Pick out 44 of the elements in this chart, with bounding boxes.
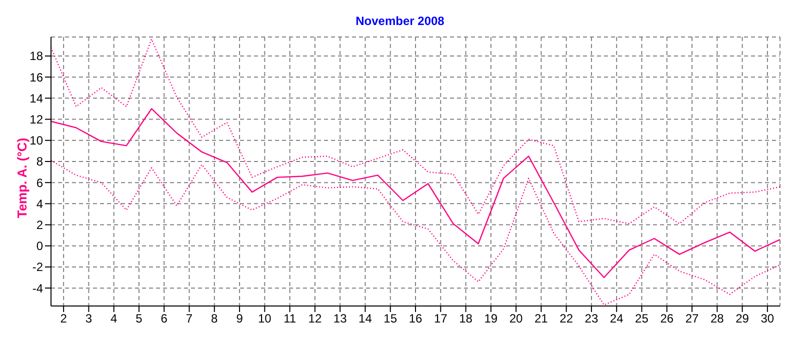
x-tick-label: 25 bbox=[635, 312, 649, 326]
y-tick-label: 8 bbox=[36, 154, 44, 169]
y-tick-label: 14 bbox=[30, 91, 44, 106]
x-tick-label: 20 bbox=[509, 312, 524, 326]
x-tick-label: 17 bbox=[434, 312, 448, 326]
x-tick-label: 6 bbox=[160, 312, 168, 326]
y-tick-label: 18 bbox=[30, 49, 44, 64]
line-series bbox=[51, 108, 780, 278]
y-tick-label: 12 bbox=[30, 112, 44, 127]
x-tick-label: 21 bbox=[534, 312, 548, 326]
x-tick-label: 19 bbox=[484, 312, 498, 326]
x-tick-label: 16 bbox=[408, 312, 422, 326]
y-tick-label: 4 bbox=[36, 196, 44, 211]
x-tick-label: 28 bbox=[710, 312, 724, 326]
y-tick-label: 2 bbox=[36, 218, 44, 232]
x-tick-label: 27 bbox=[685, 312, 700, 326]
x-tick-label: 15 bbox=[384, 312, 398, 326]
y-tick-label: 0 bbox=[36, 239, 44, 254]
x-tick-label: 23 bbox=[584, 312, 598, 326]
x-tick-label: 18 bbox=[459, 312, 473, 326]
chart-title: November 2008 bbox=[354, 14, 446, 28]
y-tick-label: 10 bbox=[30, 134, 44, 148]
x-tick-label: 7 bbox=[186, 312, 193, 326]
x-tick-label: 3 bbox=[85, 312, 92, 326]
x-tick-label: 5 bbox=[136, 312, 143, 326]
x-tick-label: 29 bbox=[736, 312, 750, 326]
x-tick-label: 13 bbox=[333, 312, 348, 326]
x-tick-label: 14 bbox=[358, 312, 372, 326]
y-tick-label: 16 bbox=[30, 70, 44, 84]
x-tick-label: 24 bbox=[610, 312, 624, 326]
x-tick-label: 10 bbox=[258, 312, 272, 326]
y-tick-label: -2 bbox=[32, 260, 44, 274]
x-tick-label: 26 bbox=[660, 312, 674, 326]
x-tick-label: 2 bbox=[60, 312, 68, 326]
y-axis-title: Temp. A. (°C) bbox=[14, 138, 30, 218]
x-tick-label: 11 bbox=[284, 312, 296, 326]
y-tick-label: 6 bbox=[36, 176, 44, 190]
x-tick-label: 4 bbox=[110, 312, 118, 326]
x-tick-label: 30 bbox=[760, 312, 774, 326]
x-tick-label: 9 bbox=[236, 312, 244, 326]
x-tick-label: 12 bbox=[308, 312, 322, 326]
x-tick-label: 8 bbox=[211, 312, 218, 326]
y-tick-label: -4 bbox=[32, 281, 44, 296]
x-tick-label: 22 bbox=[560, 312, 574, 326]
